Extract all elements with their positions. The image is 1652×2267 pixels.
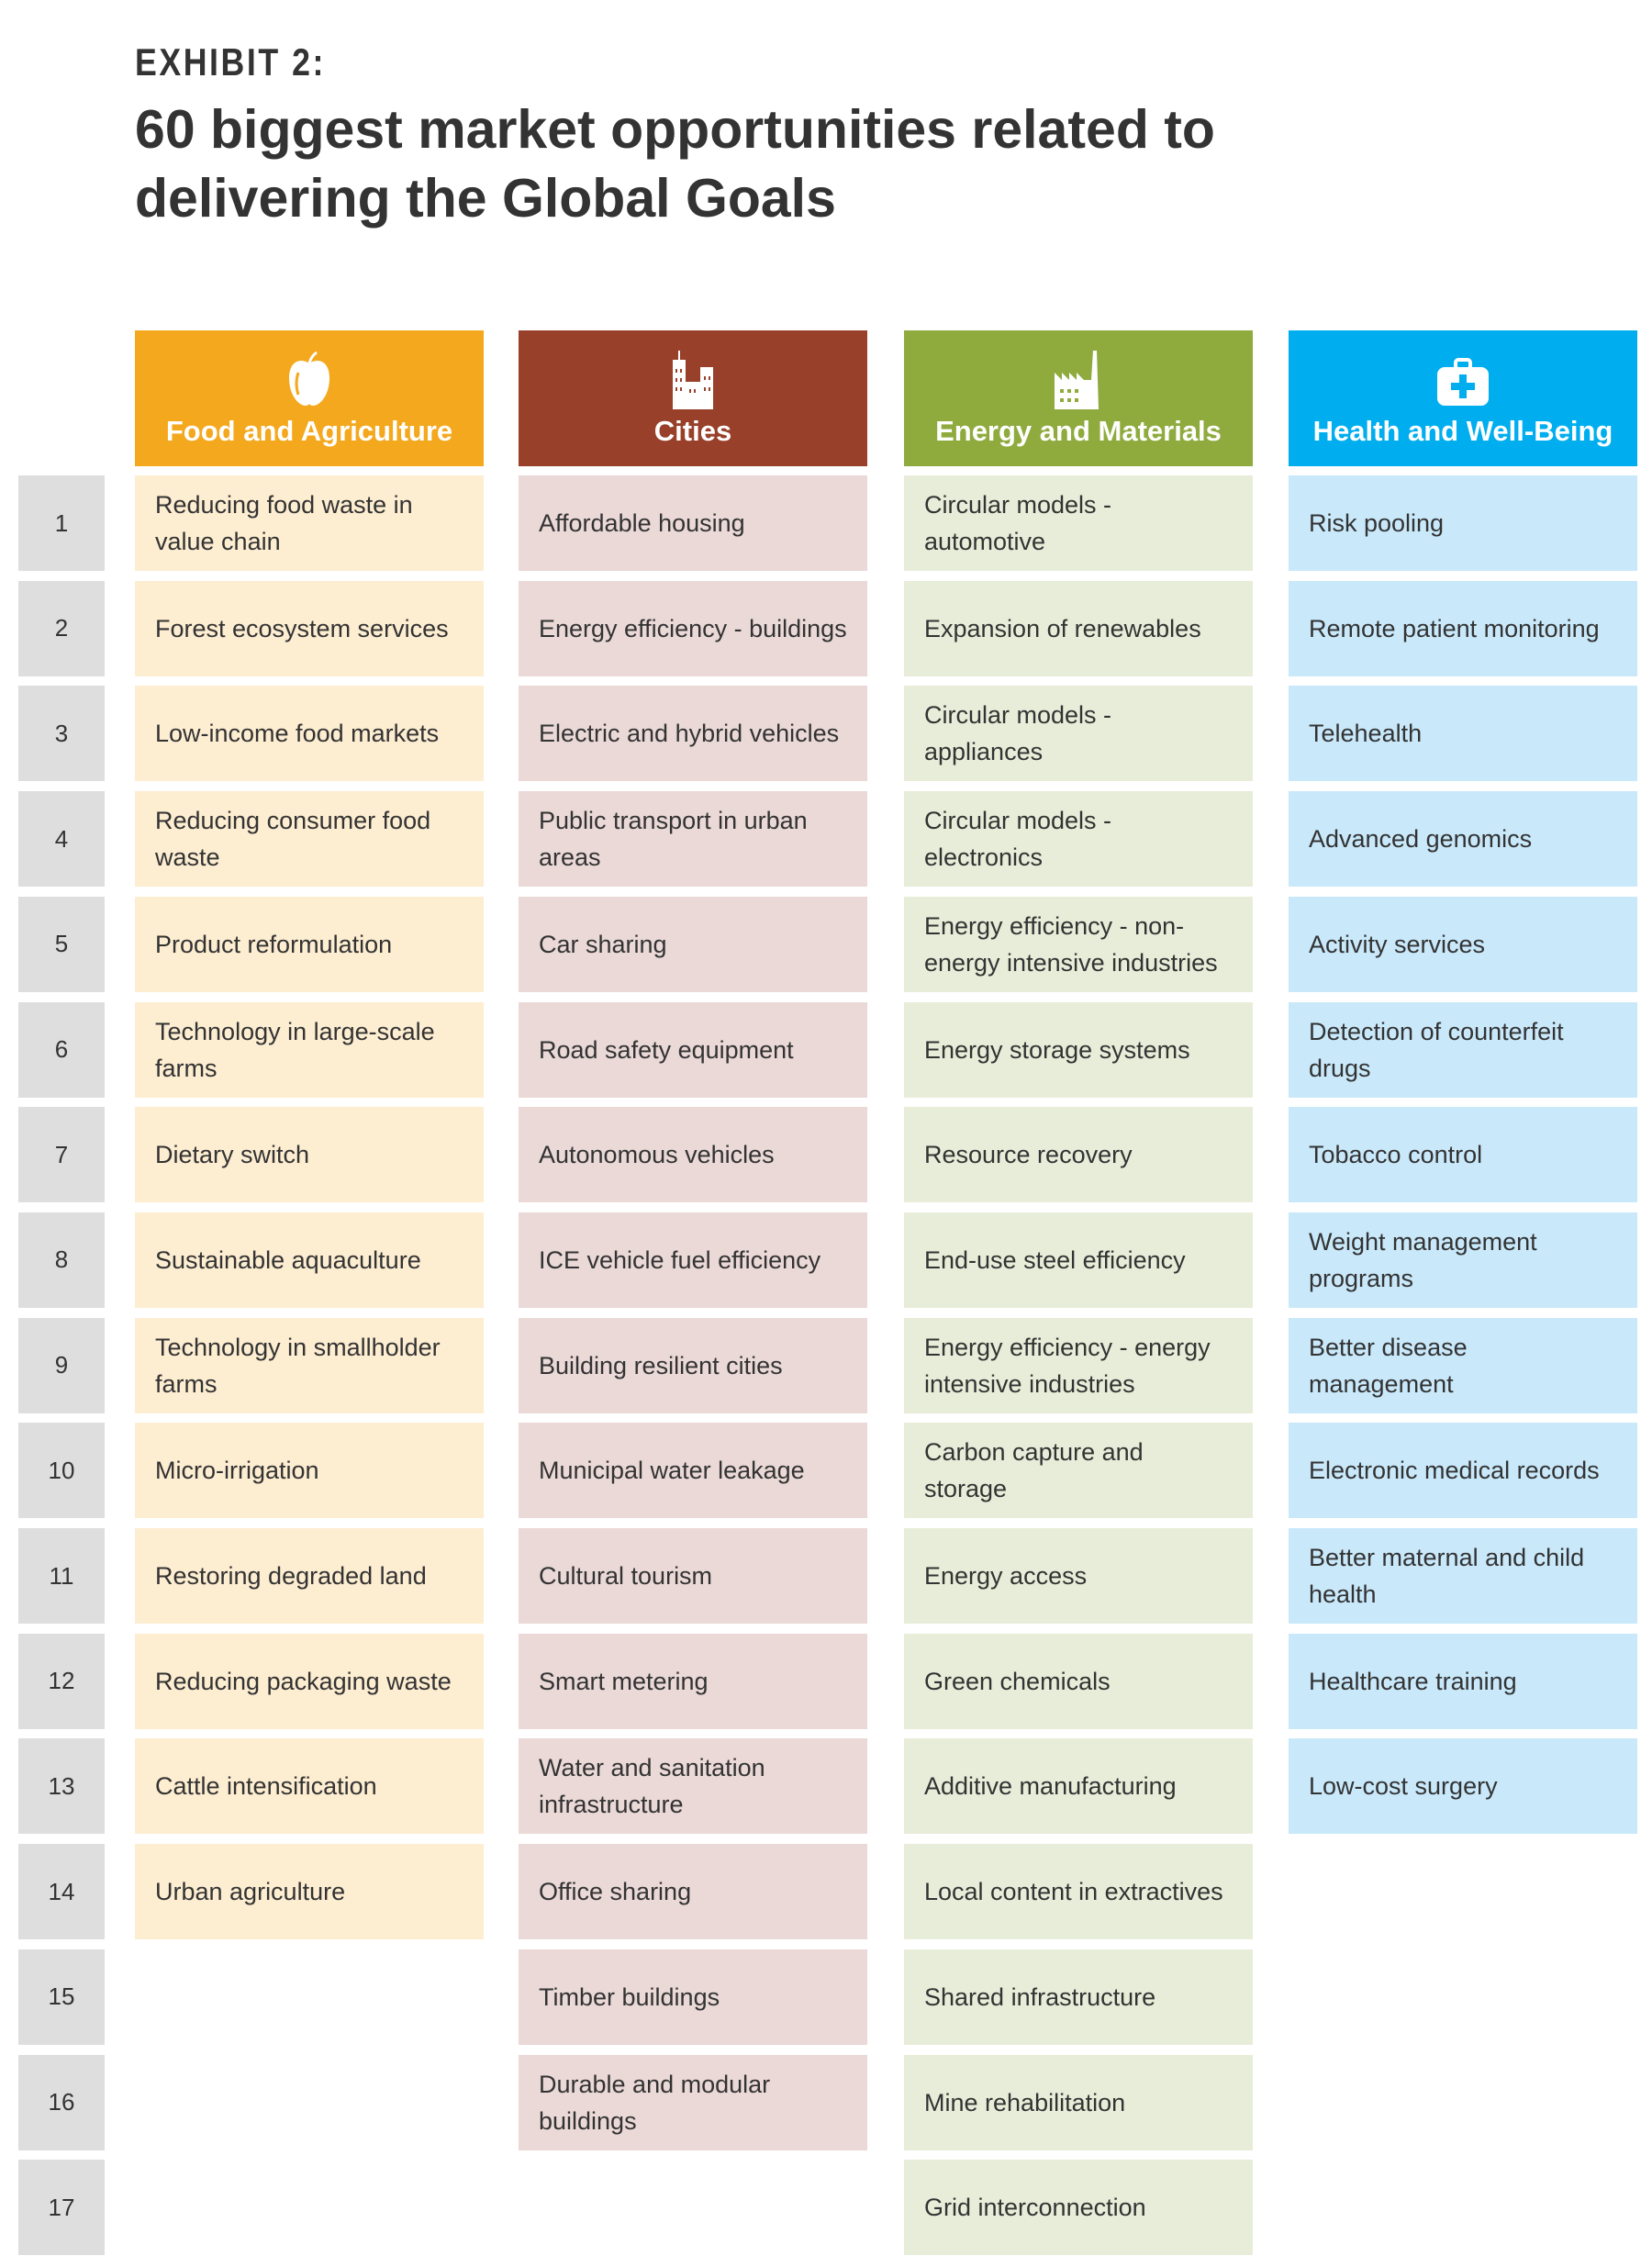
- opportunity-cell: Durable and modular buildings: [519, 2054, 867, 2150]
- column-header-label: Health and Well-Being: [1312, 415, 1613, 447]
- opportunity-cell: Energy storage systems: [904, 1001, 1253, 1098]
- opportunity-cell: Carbon capture and storage: [904, 1423, 1253, 1519]
- opportunity-cell: Remote patient monitoring: [1289, 580, 1637, 676]
- opportunity-cell: Green chemicals: [904, 1633, 1253, 1729]
- opportunity-cell: Energy access: [904, 1528, 1253, 1624]
- row-number: 7: [18, 1107, 105, 1203]
- opportunity-cell: Telehealth: [1289, 686, 1637, 782]
- opportunity-cell: Technology in large-scale farms: [135, 1001, 484, 1098]
- opportunity-cell: Sustainable aquaculture: [135, 1212, 484, 1308]
- column-header: Health and Well-Being: [1289, 330, 1637, 466]
- opportunity-cell: Product reformulation: [135, 896, 484, 992]
- opportunity-cell: Forest ecosystem services: [135, 580, 484, 676]
- opportunity-cell: Cattle intensification: [135, 1738, 484, 1835]
- opportunity-cell: Energy efficiency - non-energy intensive…: [904, 896, 1253, 992]
- opportunity-cell: Electric and hybrid vehicles: [519, 686, 867, 782]
- opportunity-cell: Office sharing: [519, 1844, 867, 1940]
- opportunity-cell: Energy efficiency - energy intensive ind…: [904, 1317, 1253, 1413]
- row-number: 17: [18, 2160, 105, 2256]
- opportunity-cell: Circular models - automotive: [904, 475, 1253, 571]
- opportunity-cell: Shared infrastructure: [904, 1949, 1253, 2045]
- row-number: 11: [18, 1528, 105, 1624]
- column-header-label: Energy and Materials: [935, 415, 1222, 447]
- row-number: 8: [18, 1212, 105, 1308]
- opportunity-cell: ICE vehicle fuel efficiency: [519, 1212, 867, 1308]
- opportunity-cell: Reducing packaging waste: [135, 1633, 484, 1729]
- opportunity-cell: Expansion of renewables: [904, 580, 1253, 676]
- opportunity-cell: Water and sanitation infrastructure: [519, 1738, 867, 1835]
- row-number: 16: [18, 2054, 105, 2150]
- opportunity-cell: Resource recovery: [904, 1107, 1253, 1203]
- opportunity-cell: Dietary switch: [135, 1107, 484, 1203]
- opportunity-cell: Better maternal and child health: [1289, 1528, 1637, 1624]
- opportunity-cell: Energy efficiency - buildings: [519, 580, 867, 676]
- opportunity-cell: Tobacco control: [1289, 1107, 1637, 1203]
- opportunity-cell: Affordable housing: [519, 475, 867, 571]
- opportunity-cell: Smart metering: [519, 1633, 867, 1729]
- opportunity-cell: Low-cost surgery: [1289, 1738, 1637, 1835]
- opportunity-cell: Technology in smallholder farms: [135, 1317, 484, 1413]
- opportunity-cell: Circular models - appliances: [904, 686, 1253, 782]
- opportunity-cell: Reducing consumer food waste: [135, 791, 484, 888]
- opportunity-cell: Timber buildings: [519, 1949, 867, 2045]
- opportunity-cell: Grid interconnection: [904, 2160, 1253, 2256]
- opportunity-cell: Electronic medical records: [1289, 1423, 1637, 1519]
- opportunity-cell: Road safety equipment: [519, 1001, 867, 1098]
- page-title: 60 biggest market opportunities related …: [135, 99, 1215, 229]
- opportunity-cell: Local content in extractives: [904, 1844, 1253, 1940]
- column-header: Energy and Materials: [904, 330, 1253, 466]
- opportunity-cell: Building resilient cities: [519, 1317, 867, 1413]
- row-number: 10: [18, 1423, 105, 1519]
- opportunity-cell: Cultural tourism: [519, 1528, 867, 1624]
- column-header-label: Cities: [653, 415, 732, 447]
- row-number: 15: [18, 1949, 105, 2045]
- opportunity-cell: Healthcare training: [1289, 1633, 1637, 1729]
- column-header: Food and Agriculture: [135, 330, 484, 466]
- opportunity-cell: Micro-irrigation: [135, 1423, 484, 1519]
- opportunity-cell: Public transport in urban areas: [519, 791, 867, 888]
- opportunity-cell: Urban agriculture: [135, 1844, 484, 1940]
- opportunity-cell: Activity services: [1289, 896, 1637, 992]
- row-number: 2: [18, 580, 105, 676]
- opportunity-cell: Low-income food markets: [135, 686, 484, 782]
- opportunity-cell: Reducing food waste in value chain: [135, 475, 484, 571]
- opportunity-cell: Risk pooling: [1289, 475, 1637, 571]
- opportunity-cell: Additive manufacturing: [904, 1738, 1253, 1835]
- opportunity-cell: Car sharing: [519, 896, 867, 992]
- row-number: 1: [18, 475, 105, 571]
- row-number: 9: [18, 1317, 105, 1413]
- row-number: 3: [18, 686, 105, 782]
- column-header: Cities: [519, 330, 867, 466]
- opportunity-cell: Autonomous vehicles: [519, 1107, 867, 1203]
- row-number: 14: [18, 1844, 105, 1940]
- row-number: 5: [18, 896, 105, 992]
- opportunity-cell: Restoring degraded land: [135, 1528, 484, 1624]
- column-header-label: Food and Agriculture: [165, 415, 453, 447]
- row-number: 4: [18, 791, 105, 888]
- opportunity-cell: Weight management programs: [1289, 1212, 1637, 1308]
- opportunity-cell: Detection of counterfeit drugs: [1289, 1001, 1637, 1098]
- opportunity-cell: Advanced genomics: [1289, 791, 1637, 888]
- row-number: 13: [18, 1738, 105, 1835]
- row-number: 12: [18, 1633, 105, 1729]
- opportunity-cell: End-use steel efficiency: [904, 1212, 1253, 1308]
- exhibit-label: EXHIBIT 2:: [135, 40, 326, 84]
- row-number: 6: [18, 1001, 105, 1098]
- opportunity-cell: Mine rehabilitation: [904, 2054, 1253, 2150]
- opportunity-cell: Better disease management: [1289, 1317, 1637, 1413]
- opportunity-cell: Circular models - electronics: [904, 791, 1253, 888]
- opportunity-cell: Municipal water leakage: [519, 1423, 867, 1519]
